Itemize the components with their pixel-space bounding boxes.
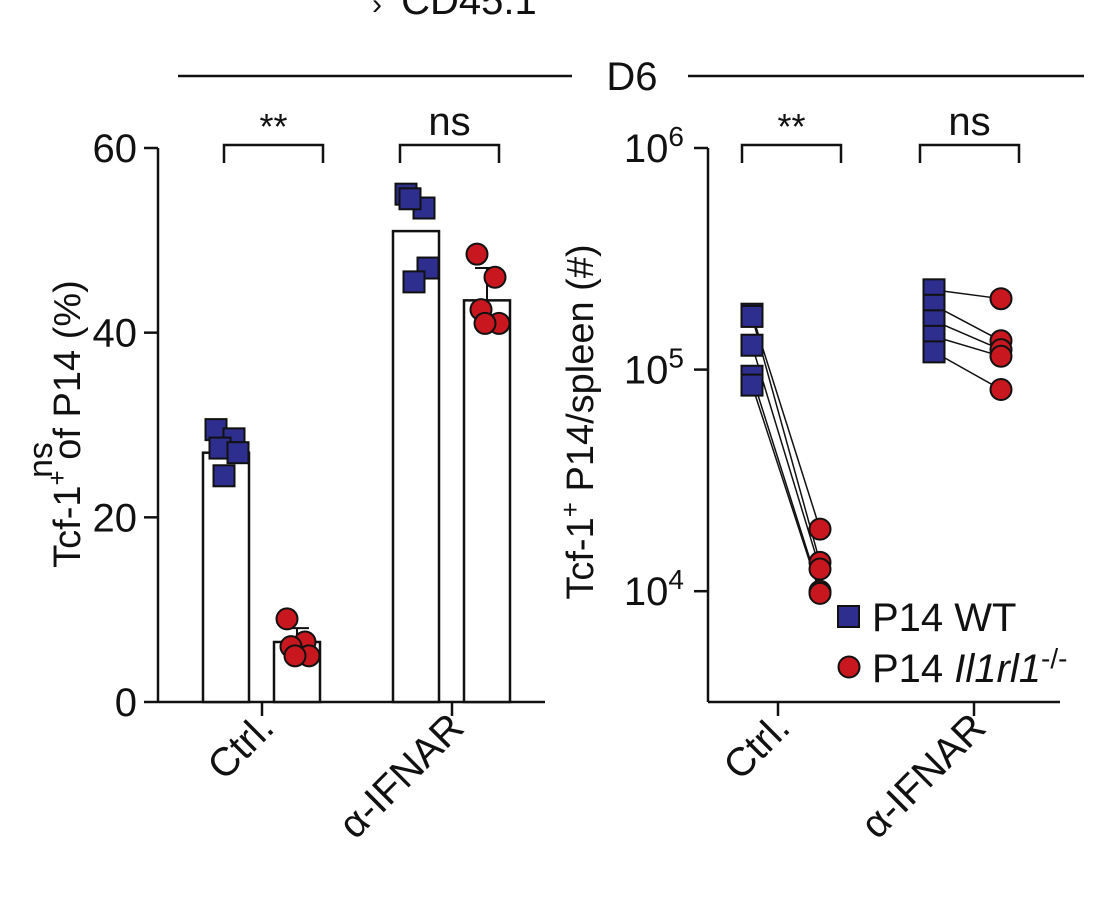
y-title-sup: + bbox=[42, 470, 72, 485]
x-tick-label: Ctrl. bbox=[199, 705, 282, 788]
data-point-ko bbox=[473, 311, 497, 335]
legend-label-ko-sup: -/- bbox=[1041, 643, 1067, 674]
sig-ctrl-bracket bbox=[740, 143, 843, 163]
y-tick-base: 10 bbox=[624, 570, 669, 614]
pair-line bbox=[751, 376, 821, 592]
y-tick-exp: 4 bbox=[668, 564, 684, 595]
legend-label-wt: P14 WT bbox=[872, 596, 1016, 640]
sig-ifnar-bracket bbox=[398, 143, 501, 163]
y-tick-base: 10 bbox=[624, 349, 669, 393]
y-tick-base: 10 bbox=[624, 127, 669, 171]
data-point-wt bbox=[740, 373, 764, 397]
data-point-ko bbox=[808, 557, 832, 581]
data-point-ko bbox=[465, 242, 489, 266]
y-tick-label: 106 bbox=[624, 121, 684, 171]
legend-marker-wt bbox=[837, 605, 860, 628]
data-point-wt bbox=[212, 464, 236, 488]
y-axis-title-count: Tcf-1+ P14/spleen (#) bbox=[555, 244, 602, 599]
y-title-main: Tcf-1 bbox=[560, 517, 602, 599]
top-label-prefix: › bbox=[372, 0, 382, 21]
sig-ctrl-label: ** bbox=[259, 106, 287, 147]
pair-line bbox=[751, 384, 821, 594]
y-tick-label: 105 bbox=[624, 343, 684, 393]
y-title-sup: + bbox=[555, 502, 585, 517]
data-point-ko bbox=[808, 517, 832, 541]
y-tick-label: 0 bbox=[115, 681, 137, 725]
data-point-wt bbox=[922, 340, 946, 364]
data-point-ko bbox=[483, 265, 507, 289]
data-point-ko bbox=[275, 607, 299, 631]
y-title-tail: P14/spleen (#) bbox=[560, 244, 602, 502]
y-tick-label: 60 bbox=[93, 127, 138, 171]
y-axis-title-percent: Tcf-1+ of P14 (%) bbox=[42, 280, 89, 568]
y-tick-exp: 5 bbox=[668, 343, 684, 374]
data-point-ko bbox=[989, 344, 1013, 368]
top-label-text: CD45.1 bbox=[401, 0, 537, 23]
legend: P14 WT P14 Il1rl1-/- bbox=[837, 596, 1067, 691]
data-point-wt bbox=[226, 441, 250, 465]
y-title-tail: of P14 (%) bbox=[47, 280, 89, 470]
data-point-wt bbox=[740, 304, 764, 328]
y-tick-label: 20 bbox=[93, 496, 138, 540]
sig-ifnar-label: ns bbox=[948, 100, 990, 144]
bar bbox=[462, 299, 512, 704]
data-point-wt bbox=[740, 333, 764, 357]
data-point-ko bbox=[989, 287, 1013, 311]
x-tick-label: α-IFNAR bbox=[853, 705, 995, 847]
y-tick-label: 40 bbox=[93, 312, 138, 356]
data-point-wt bbox=[398, 187, 422, 211]
y-tick-label: 104 bbox=[624, 564, 684, 614]
x-tick-label: α-IFNAR bbox=[331, 705, 473, 847]
pair-line bbox=[751, 316, 821, 563]
sig-ctrl-bracket bbox=[222, 143, 325, 163]
legend-label-ko-plain: P14 bbox=[872, 647, 954, 691]
sig-ifnar-bracket bbox=[918, 143, 1021, 163]
bar bbox=[201, 451, 251, 704]
y-tick-exp: 6 bbox=[668, 121, 684, 152]
sig-ifnar-label: ns bbox=[428, 100, 470, 144]
y-axis-title-extra: su bbox=[26, 442, 64, 478]
data-point-ko bbox=[283, 644, 307, 668]
legend-label-ko-italic: Il1rl1 bbox=[954, 647, 1041, 691]
legend-label-ko: P14 Il1rl1-/- bbox=[872, 643, 1067, 691]
legend-marker-ko bbox=[837, 655, 861, 679]
data-point-ko bbox=[808, 581, 832, 605]
sig-ctrl-label: ** bbox=[777, 106, 805, 147]
day-label: D6 bbox=[606, 55, 657, 99]
y-title-main: Tcf-1 bbox=[47, 485, 89, 567]
x-tick-label: Ctrl. bbox=[715, 705, 798, 788]
bar bbox=[391, 229, 441, 704]
data-point-ko bbox=[989, 378, 1013, 402]
data-point-wt bbox=[402, 270, 426, 294]
percent-panel: Tcf-1+ of P14 (%) su 0 20 40 60 Ctrl. α-IFNAR… bbox=[26, 100, 545, 847]
top-label: › CD45.1 bbox=[372, 0, 537, 23]
